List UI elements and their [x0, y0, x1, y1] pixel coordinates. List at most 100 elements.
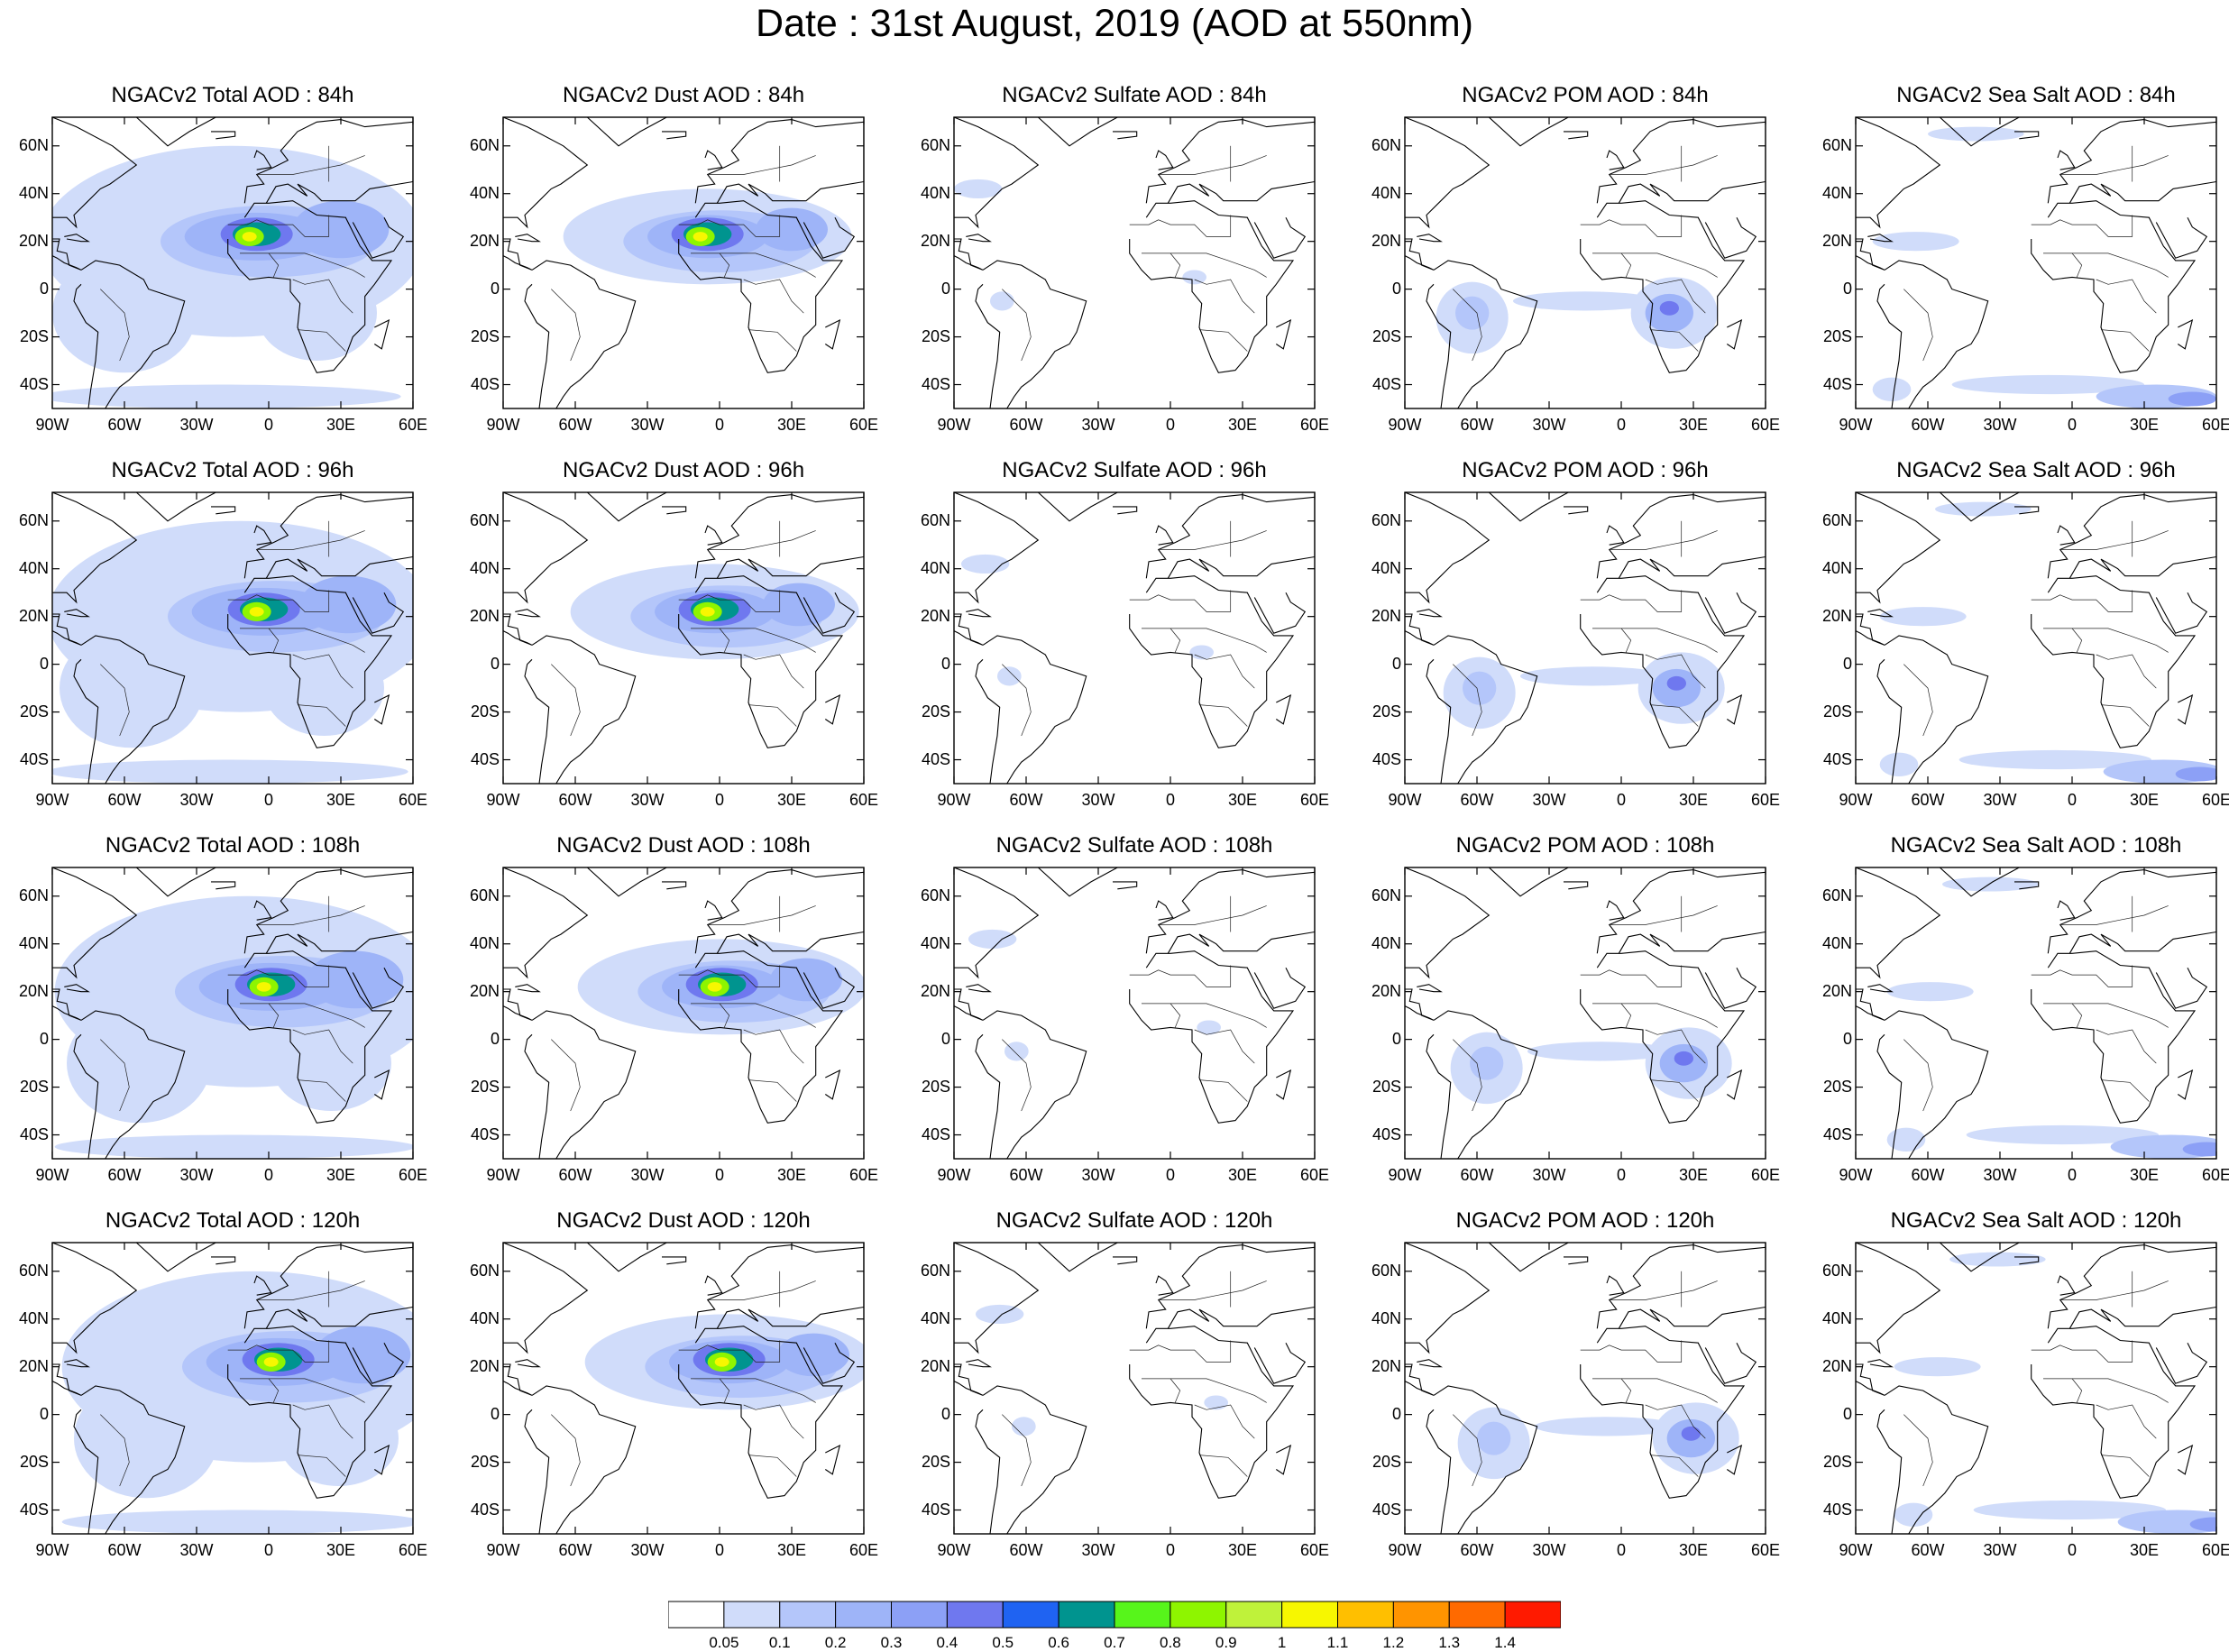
- aod-contour: [1182, 270, 1206, 285]
- coastline: [211, 881, 236, 890]
- country-border: [1609, 155, 1718, 175]
- country-border: [707, 905, 816, 925]
- coastline: [1405, 988, 1435, 1021]
- lon-label: 0: [263, 1166, 273, 1184]
- coastline: [524, 260, 637, 408]
- lon-label: 0: [2067, 1541, 2077, 1559]
- aod-contour: [1666, 675, 1686, 691]
- country-border: [1170, 1003, 1181, 1028]
- lat-label: 60N: [18, 886, 49, 904]
- lon-label: 30W: [630, 791, 665, 809]
- lon-label: 60W: [1911, 791, 1945, 809]
- country-border: [1002, 1039, 1032, 1112]
- lat-label: 40S: [470, 1500, 500, 1519]
- coastline: [1580, 575, 1746, 748]
- aod-contour: [67, 1003, 211, 1124]
- coastline: [1564, 1256, 1589, 1265]
- colorbar-label: 0.4: [936, 1634, 959, 1651]
- colorbar-swatch: [1337, 1601, 1394, 1629]
- colorbar-label: 0.9: [1215, 1634, 1237, 1651]
- lon-label: 30W: [1532, 791, 1566, 809]
- country-border: [1142, 1378, 1267, 1403]
- country-border: [2100, 704, 2150, 727]
- lon-label: 0: [1165, 416, 1175, 434]
- lat-label: 20N: [1821, 981, 1852, 1000]
- coastline: [704, 900, 723, 921]
- lat-label: 40S: [1371, 749, 1401, 768]
- coastline: [1856, 117, 1941, 229]
- colorbar-label: 1.3: [1438, 1634, 1461, 1651]
- aod-contour: [1935, 501, 2032, 517]
- aod-contour: [1527, 1042, 1672, 1061]
- coastline: [1596, 494, 1766, 579]
- aod-contour: [1886, 1127, 1926, 1152]
- lat-label: 40N: [920, 1308, 950, 1327]
- country-border: [1592, 628, 1718, 653]
- lat-label: 40N: [1821, 558, 1852, 577]
- panel-title: NGACv2 Total AOD : 108h: [105, 833, 361, 858]
- map-seasalt: [1855, 1242, 2217, 1535]
- country-border: [2059, 1280, 2169, 1300]
- lat-label: 40N: [18, 183, 49, 202]
- coastline: [1867, 1359, 1894, 1368]
- coastline: [135, 1243, 216, 1272]
- coastline: [135, 867, 216, 897]
- country-border: [748, 329, 797, 352]
- lon-label: 30W: [1532, 1166, 1566, 1184]
- country-border: [743, 1404, 804, 1439]
- country-border: [743, 1029, 804, 1064]
- lat-label: 0: [39, 1404, 49, 1423]
- colorbar-swatch: [946, 1601, 1004, 1629]
- lon-label: 30E: [2129, 1541, 2160, 1559]
- lat-label: 40S: [1822, 1124, 1852, 1143]
- country-border: [1453, 1039, 1482, 1112]
- coastline: [2177, 1069, 2194, 1100]
- aod-contour: [968, 929, 1017, 950]
- lat-label: 40S: [921, 374, 950, 393]
- lat-label: 0: [490, 279, 500, 298]
- coastline: [586, 117, 667, 147]
- lon-label: 90W: [35, 1541, 69, 1559]
- coastline: [2014, 506, 2040, 515]
- coastline: [954, 117, 1040, 229]
- lat-label: 40S: [19, 374, 49, 393]
- lat-label: 40S: [1371, 374, 1401, 393]
- coastline: [1856, 613, 1885, 646]
- lon-label: 60W: [1009, 1166, 1043, 1184]
- panel-title: NGACv2 Total AOD : 84h: [111, 83, 354, 107]
- aod-contour: [770, 958, 842, 1002]
- coastline: [64, 984, 90, 993]
- coastline: [975, 1010, 1087, 1159]
- country-border: [2100, 329, 2150, 352]
- lat-label: 40S: [470, 1124, 500, 1143]
- country-border: [297, 329, 346, 352]
- lon-label: 60E: [398, 416, 428, 434]
- lon-label: 30W: [1983, 416, 2017, 434]
- coastline: [1037, 117, 1118, 147]
- colorbar-label: 1.1: [1326, 1634, 1349, 1651]
- lat-label: 0: [940, 1029, 950, 1048]
- country-border: [678, 215, 781, 237]
- coastline: [253, 525, 272, 546]
- lon-label: 30E: [776, 791, 807, 809]
- coastline: [1129, 200, 1295, 373]
- country-border: [1158, 1280, 1267, 1300]
- lat-label: 0: [1391, 654, 1401, 673]
- country-border: [551, 289, 581, 362]
- lon-label: 30W: [1532, 416, 1566, 434]
- coastline: [975, 635, 1087, 784]
- country-border: [100, 1039, 130, 1112]
- coastline: [1939, 492, 2020, 522]
- lat-label: 0: [1391, 1404, 1401, 1423]
- coastline: [824, 1069, 841, 1100]
- coastline: [954, 492, 1040, 604]
- lon-label: 30W: [179, 1166, 214, 1184]
- lat-label: 20N: [1371, 231, 1401, 250]
- lat-label: 40S: [921, 1500, 950, 1519]
- coastline: [2014, 131, 2040, 140]
- coastline: [1726, 1444, 1743, 1475]
- coastline: [52, 117, 138, 229]
- coastline: [966, 609, 992, 618]
- country-border: [2071, 628, 2083, 653]
- lon-label: 60E: [1750, 1541, 1781, 1559]
